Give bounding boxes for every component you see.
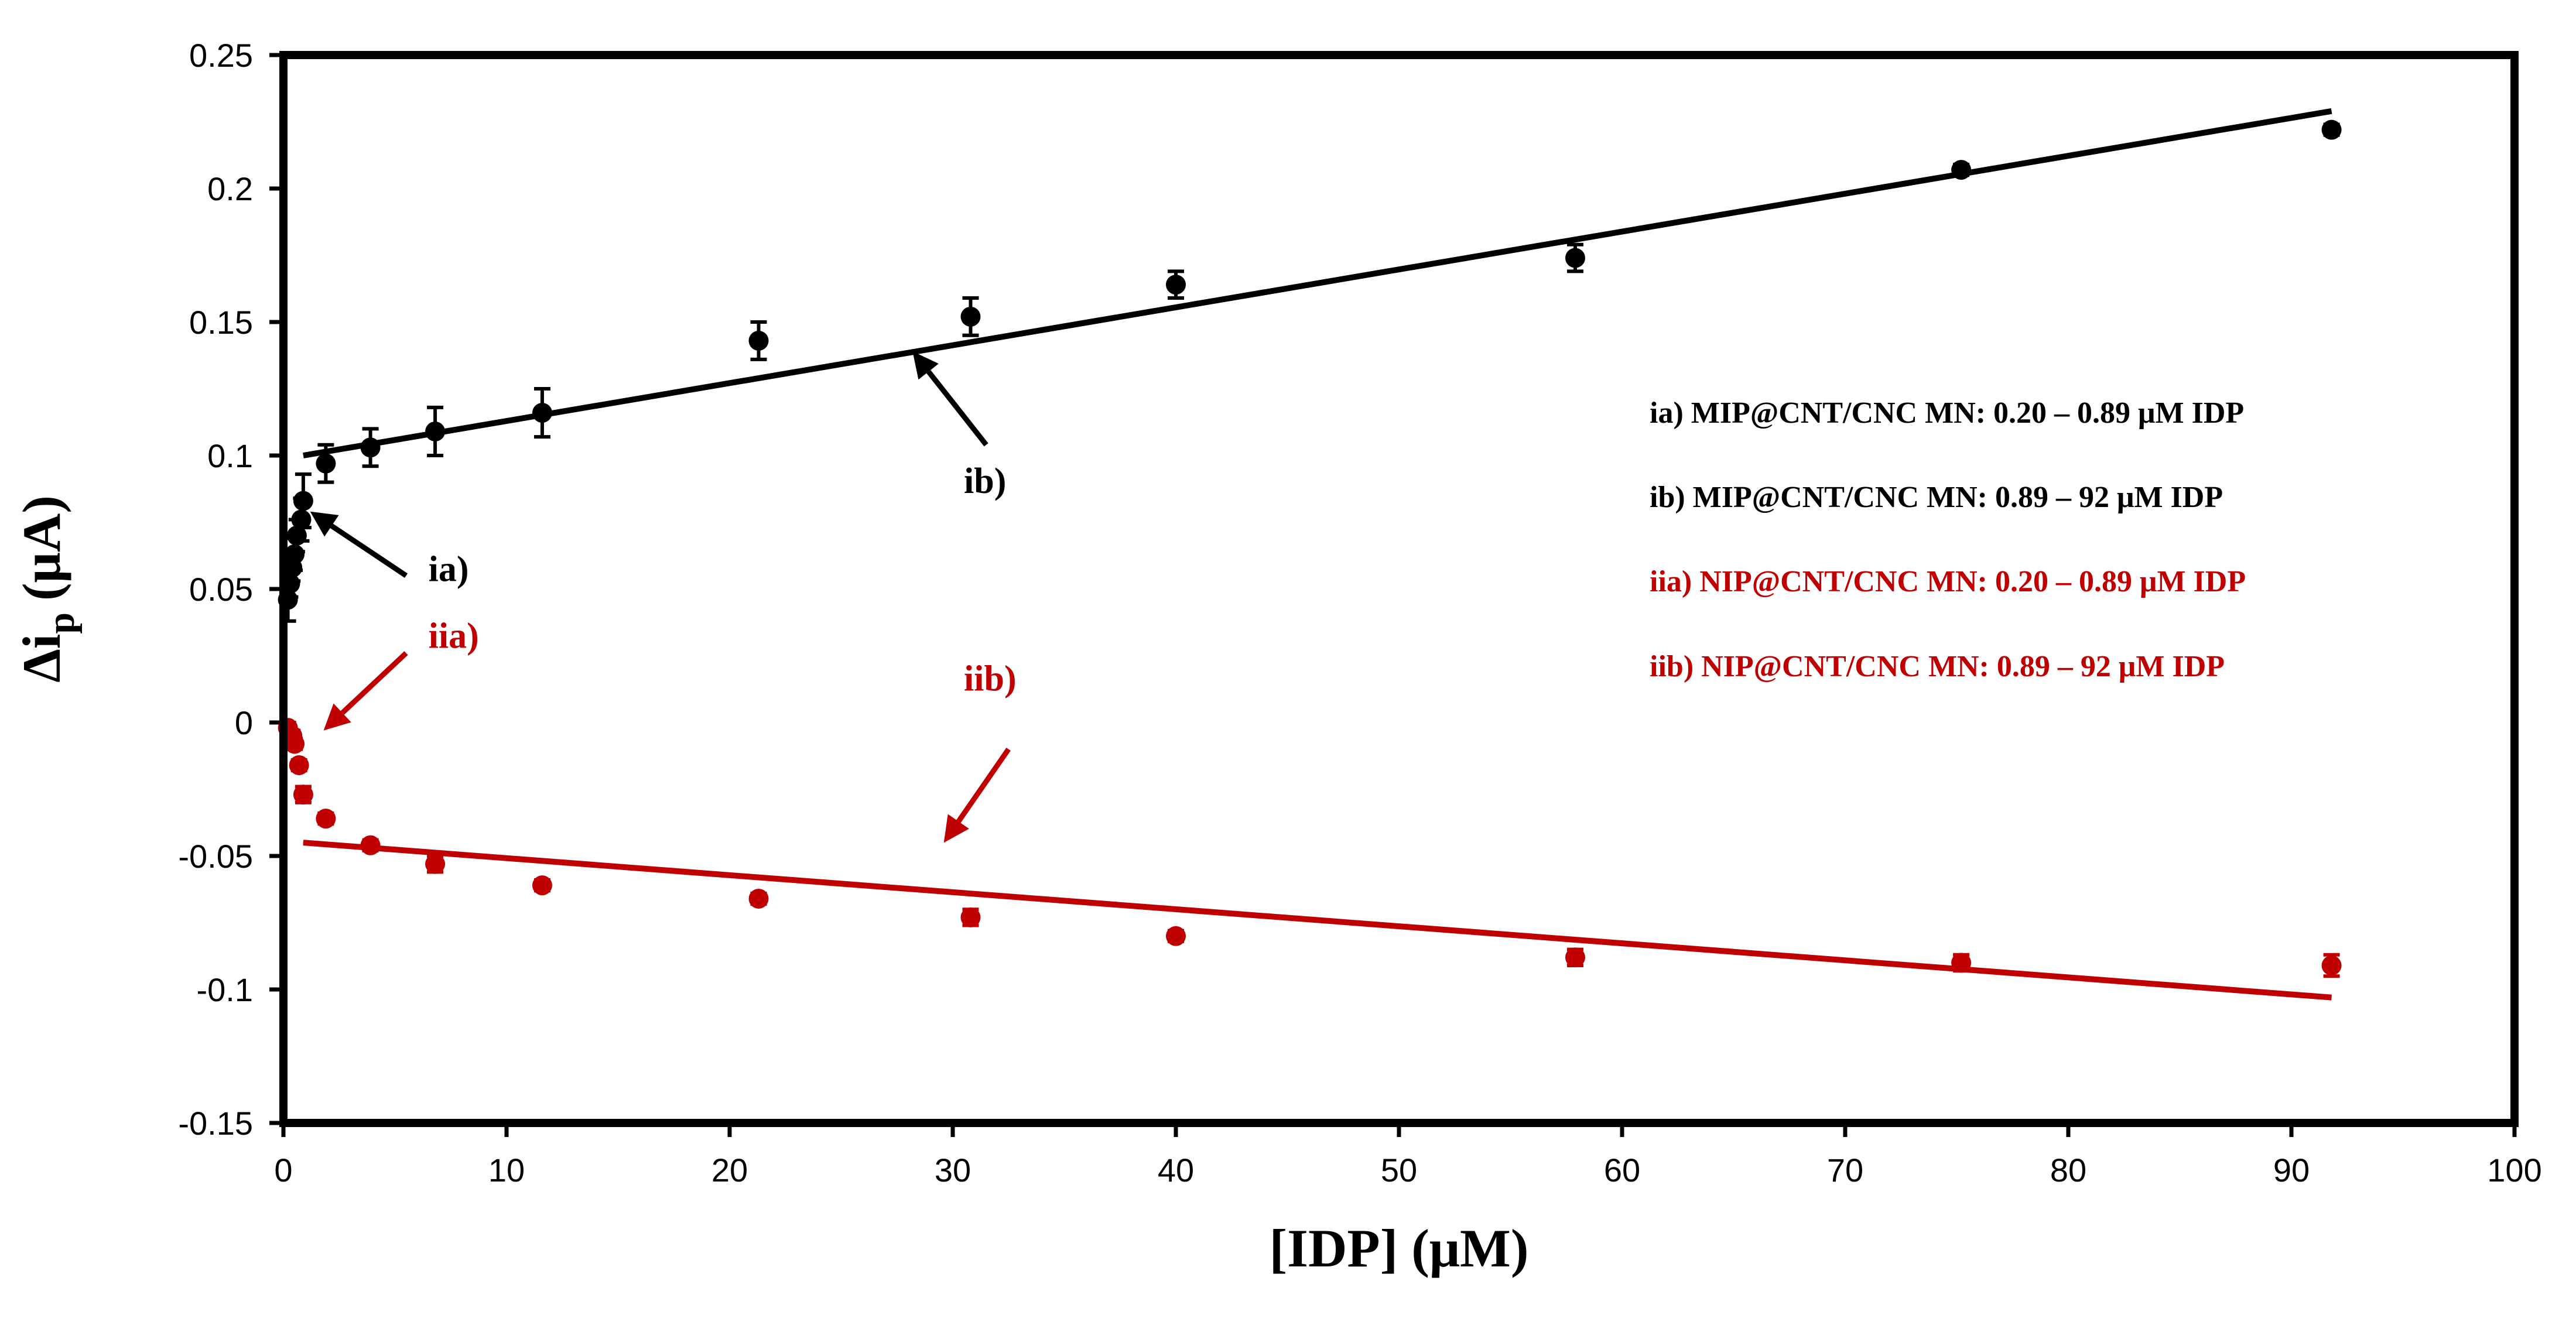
data-point [1565, 248, 1585, 268]
data-point [316, 809, 336, 829]
data-point [1951, 953, 1972, 973]
data-point [425, 854, 446, 874]
data-point [1166, 926, 1186, 946]
trendline [303, 108, 2332, 458]
axis-ticks: 0 10 20 30 40 50 60 70 80 90 100 -0.15 -0.1 -0.05 0 0.0… [178, 37, 2541, 1189]
annotation-label: iia) [429, 616, 479, 656]
data-point [960, 306, 981, 327]
data-point [748, 888, 769, 909]
series-nip [278, 718, 2342, 1001]
data-point [293, 785, 313, 805]
data-point [360, 835, 381, 855]
data-point [748, 330, 769, 351]
data-point [2321, 119, 2342, 140]
x-tick-label: 40 [1158, 1152, 1194, 1189]
data-point [289, 755, 309, 775]
legend: ia) MIP@CNT/CNC MN: 0.20 – 0.89 μM IDP ib… [1650, 396, 2246, 683]
data-point [285, 544, 305, 564]
legend-entry: iib) NIP@CNT/CNC MN: 0.89 – 92 μM IDP [1650, 650, 2225, 683]
data-point [316, 453, 336, 474]
data-point [425, 421, 446, 441]
y-tick-label: -0.05 [178, 838, 253, 875]
data-point [285, 734, 305, 754]
y-axis-title: Δip (μA) [12, 495, 83, 683]
data-point [960, 907, 981, 927]
annotation-label: ib) [964, 461, 1006, 501]
x-tick-label: 60 [1604, 1152, 1640, 1189]
annotation-arrow [956, 748, 1011, 823]
data-point [360, 437, 381, 458]
x-tick-label: 20 [711, 1152, 748, 1189]
y-axis-title-unit: (μA) [12, 495, 71, 601]
annotations: ia) ib) iia) iib) [310, 351, 1017, 843]
y-tick-label: 0.15 [189, 304, 253, 341]
data-point [532, 875, 552, 896]
annotation-label: iib) [964, 659, 1017, 698]
x-tick-label: 50 [1381, 1152, 1417, 1189]
y-tick-label: 0.2 [207, 170, 253, 207]
y-tick-label: -0.1 [197, 971, 254, 1008]
plot-marks [278, 108, 2342, 1001]
data-point [1565, 947, 1585, 968]
y-tick-label: -0.15 [178, 1105, 253, 1142]
annotation-arrow [340, 651, 408, 715]
x-tick-label: 30 [935, 1152, 971, 1189]
data-point [293, 491, 313, 511]
x-axis-title: [IDP] (μM) [1270, 1218, 1529, 1278]
annotation-arrow [926, 369, 988, 447]
legend-entry: ib) MIP@CNT/CNC MN: 0.89 – 92 μM IDP [1650, 481, 2223, 514]
annotation-arrowhead [943, 814, 969, 843]
x-tick-label: 10 [488, 1152, 525, 1189]
series-mip [278, 108, 2342, 623]
y-axis-title-subscript: p [40, 612, 83, 634]
y-tick-label: 0.25 [189, 37, 253, 74]
annotation-arrowhead [912, 351, 939, 380]
x-tick-label: 100 [2487, 1152, 2541, 1189]
x-tick-label: 90 [2273, 1152, 2310, 1189]
annotation-arrowhead [323, 703, 351, 731]
data-point [2321, 955, 2342, 975]
trendline [303, 840, 2332, 1001]
data-point [532, 403, 552, 423]
data-point [1951, 160, 1972, 180]
y-tick-label: 0.1 [207, 437, 253, 474]
annotation-label: ia) [429, 549, 469, 589]
legend-entry: ia) MIP@CNT/CNC MN: 0.20 – 0.89 μM IDP [1650, 396, 2244, 430]
y-tick-label: 0 [235, 704, 253, 741]
y-axis-title-main: Δi [12, 634, 71, 683]
y-tick-label: 0.05 [189, 571, 253, 608]
x-tick-label: 70 [1827, 1152, 1863, 1189]
x-tick-label: 0 [274, 1152, 292, 1189]
annotation-arrow [330, 523, 408, 578]
annotation-arrowhead [310, 511, 339, 537]
x-tick-label: 80 [2050, 1152, 2086, 1189]
data-point [291, 509, 312, 530]
legend-entry: iia) NIP@CNT/CNC MN: 0.20 – 0.89 μM IDP [1650, 565, 2246, 598]
data-point [1166, 275, 1186, 295]
